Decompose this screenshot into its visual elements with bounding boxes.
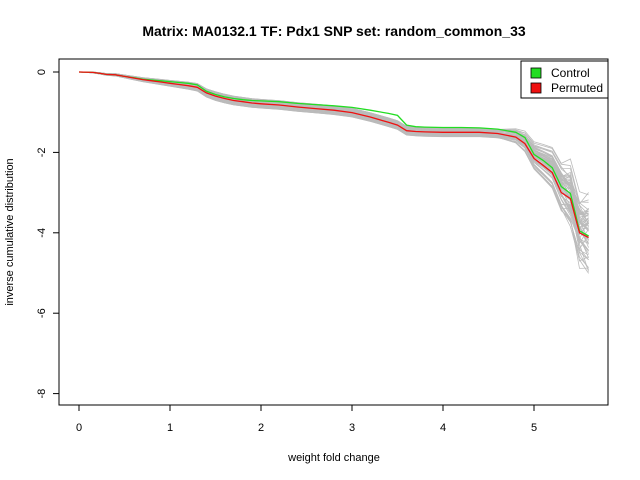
x-tick-label: 4: [440, 422, 446, 434]
legend-label-permuted: Permuted: [551, 81, 603, 95]
x-tick-label: 1: [167, 422, 173, 434]
y-tick-label: 0: [36, 69, 48, 75]
series-line-permuted: [78, 71, 589, 239]
y-tick-label: -8: [36, 389, 48, 399]
y-tick-label: -6: [36, 308, 48, 318]
series-lines: [78, 71, 589, 239]
permutation-trace: [78, 71, 589, 252]
legend-label-control: Control: [551, 66, 590, 80]
legend-swatch-control: [530, 67, 542, 79]
y-tick-label: -2: [36, 148, 48, 158]
x-tick-label: 5: [531, 422, 537, 434]
y-tick-label: -4: [36, 228, 48, 238]
x-tick-label: 2: [258, 422, 264, 434]
y-axis: 0 -2 -4 -6 -8: [36, 69, 59, 399]
x-axis: 0 1 2 3 4 5: [76, 405, 537, 434]
y-axis-label: inverse cumulative distribution: [4, 158, 16, 305]
x-tick-label: 3: [349, 422, 355, 434]
x-tick-label: 0: [76, 422, 82, 434]
legend-swatch-permuted: [530, 82, 542, 94]
chart-title: Matrix: MA0132.1 TF: Pdx1 SNP set: rando…: [142, 23, 526, 39]
x-axis-label: weight fold change: [287, 452, 380, 464]
legend: Control Permuted: [520, 60, 609, 99]
plot-frame: [58, 58, 609, 406]
